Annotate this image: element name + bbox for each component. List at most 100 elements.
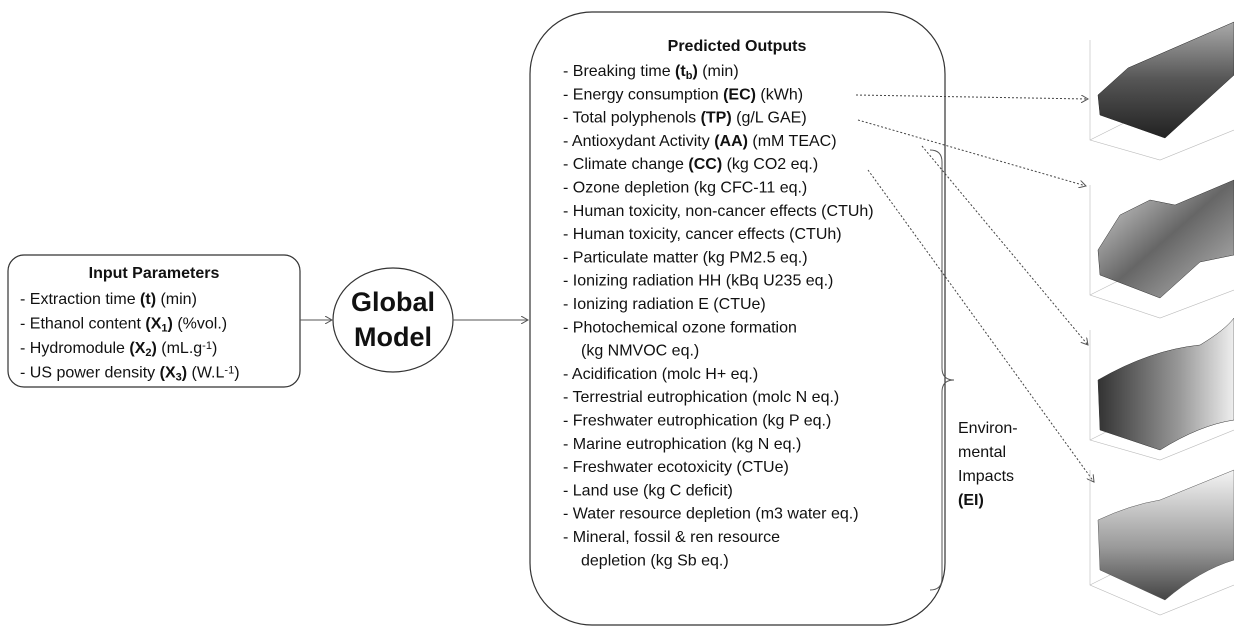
output-item: - Freshwater ecotoxicity (CTUe) [563, 459, 789, 476]
text-segment: (AA) [714, 133, 748, 150]
text-segment: - Freshwater ecotoxicity (CTUe) [563, 459, 789, 476]
output-item: - Land use (kg C deficit) [563, 482, 733, 499]
output-item: depletion (kg Sb eq.) [581, 552, 729, 569]
text-segment: - Water resource depletion (m3 water eq.… [563, 506, 859, 523]
output-item: - Marine eutrophication (kg N eq.) [563, 436, 801, 453]
output-item: - Human toxicity, non-cancer effects (CT… [563, 203, 874, 220]
text-segment: -1 [202, 340, 212, 352]
surface-plot [1089, 21, 1234, 161]
text-segment: 1 [161, 322, 167, 334]
output-item: - Antioxydant Activity (AA) (mM TEAC) [563, 133, 837, 150]
text-segment: (mM TEAC) [748, 133, 837, 150]
output-item: - Ionizing radiation E (CTUe) [563, 296, 766, 313]
text-segment: depletion (kg Sb eq.) [581, 552, 729, 569]
output-item: - Human toxicity, cancer effects (CTUh) [563, 226, 842, 243]
surface-plot [1089, 179, 1234, 319]
text-segment: - Total polyphenols [563, 110, 701, 127]
output-item: - Water resource depletion (m3 water eq.… [563, 506, 859, 523]
text-segment: - Mineral, fossil & ren resource [563, 529, 780, 546]
text-segment: (t) [140, 291, 156, 308]
text-segment: - Terrestrial eutrophication (molc N eq.… [563, 389, 839, 406]
input-item: - US power density (X3) (W.L-1) [20, 364, 240, 383]
output-item: - Terrestrial eutrophication (molc N eq.… [563, 389, 839, 406]
text-segment: ) [234, 365, 239, 382]
surface-plot [1089, 469, 1234, 616]
text-segment: ) [212, 340, 217, 357]
model-label: Global [351, 287, 435, 317]
output-box [529, 11, 946, 626]
text-segment: - Ionizing radiation E (CTUe) [563, 296, 766, 313]
text-segment: (TP) [701, 110, 732, 127]
surface-plot [1089, 317, 1234, 461]
text-segment: (X [160, 365, 176, 382]
text-segment: - Particulate matter (kg PM2.5 eq.) [563, 249, 808, 266]
dotted-arrow [855, 94, 1088, 99]
text-segment: (g/L GAE) [732, 110, 807, 127]
output-item: - Mineral, fossil & ren resource [563, 529, 780, 546]
text-segment: - Extraction time [20, 291, 140, 308]
impacts-label: Environ- [958, 420, 1018, 437]
text-segment: 3 [176, 371, 182, 383]
text-segment: ) [152, 340, 157, 357]
text-segment: b [686, 70, 693, 82]
text-segment: (mL.g [157, 340, 202, 357]
text-segment: - Marine eutrophication (kg N eq.) [563, 436, 801, 453]
dotted-arrow [857, 119, 1086, 186]
text-segment: (X [129, 340, 145, 357]
input-box [7, 254, 301, 388]
text-segment: - Land use (kg C deficit) [563, 482, 733, 499]
text-segment: - Human toxicity, non-cancer effects (CT… [563, 203, 874, 220]
model-label: Model [354, 322, 432, 352]
output-item: - Ionizing radiation HH (kBq U235 eq.) [563, 273, 833, 290]
dotted-arrow [867, 169, 1094, 482]
output-item: - Ozone depletion (kg CFC-11 eq.) [563, 180, 807, 197]
output-item: - Acidification (molc H+ eq.) [563, 366, 758, 383]
output-item: - Climate change (CC) (kg CO2 eq.) [563, 156, 818, 173]
output-item: - Freshwater eutrophication (kg P eq.) [563, 413, 831, 430]
text-segment: ) [168, 316, 173, 333]
text-segment: - Ozone depletion (kg CFC-11 eq.) [563, 180, 807, 197]
input-item: - Ethanol content (X1) (%vol.) [20, 316, 227, 335]
brace [929, 149, 955, 591]
output-item: - Particulate matter (kg PM2.5 eq.) [563, 249, 808, 266]
text-segment: (EI) [958, 492, 984, 509]
text-segment: - Freshwater eutrophication (kg P eq.) [563, 413, 831, 430]
text-segment: (%vol.) [173, 316, 227, 333]
text-segment: - Hydromodule [20, 340, 129, 357]
text-segment: (t [675, 63, 686, 80]
text-segment: - Climate change [563, 156, 688, 173]
text-segment: - Acidification (molc H+ eq.) [563, 366, 758, 383]
text-segment: (W.L [187, 365, 224, 382]
output-item: - Total polyphenols (TP) (g/L GAE) [563, 110, 807, 127]
text-segment: -1 [224, 364, 234, 376]
text-segment: - Antioxydant Activity [563, 133, 714, 150]
text-segment: 2 [145, 347, 151, 359]
text-segment: - US power density [20, 365, 160, 382]
input-item: - Hydromodule (X2) (mL.g-1) [20, 340, 217, 359]
text-segment: mental [958, 444, 1006, 461]
text-segment: Impacts [958, 468, 1014, 485]
text-segment: - Human toxicity, cancer effects (CTUh) [563, 226, 842, 243]
text-segment: (EC) [723, 86, 756, 103]
text-segment: (kWh) [756, 86, 803, 103]
text-segment: (kg NMVOC eq.) [581, 343, 699, 360]
text-segment: - Breaking time [563, 63, 675, 80]
output-item: - Breaking time (tb) (min) [563, 63, 739, 82]
impacts-label: Impacts [958, 468, 1014, 485]
text-segment: ) [692, 63, 697, 80]
output-title: Predicted Outputs [668, 38, 807, 55]
text-segment: - Ionizing radiation HH (kBq U235 eq.) [563, 273, 833, 290]
input-item: - Extraction time (t) (min) [20, 291, 197, 308]
impacts-label: mental [958, 444, 1006, 461]
text-segment: - Ethanol content [20, 316, 145, 333]
text-segment: (min) [156, 291, 197, 308]
impacts-label: (EI) [958, 492, 984, 509]
model-ellipse [332, 267, 454, 373]
text-segment: (CC) [688, 156, 722, 173]
text-segment: - Photochemical ozone formation [563, 319, 797, 336]
output-item: - Photochemical ozone formation [563, 319, 797, 336]
text-segment: (X [145, 316, 161, 333]
text-segment: - Energy consumption [563, 86, 723, 103]
text-segment: Environ- [958, 420, 1018, 437]
